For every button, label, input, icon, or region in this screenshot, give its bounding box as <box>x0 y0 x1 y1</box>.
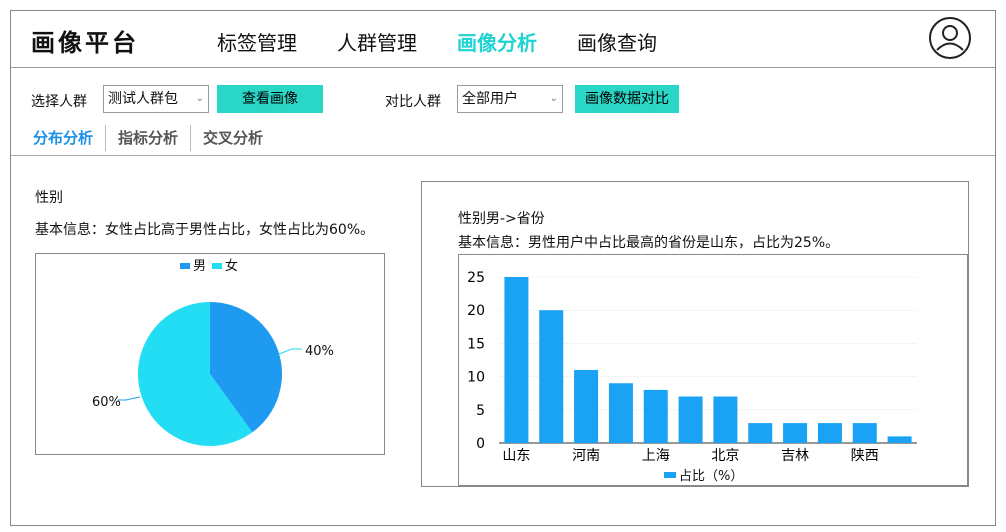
x-tick-label: 吉林 <box>781 448 809 464</box>
select-group-value: 测试人群包 <box>108 91 178 107</box>
bar <box>539 310 563 443</box>
bar <box>853 423 877 443</box>
legend-male-label: 男 <box>193 259 206 274</box>
nav-tag-management[interactable]: 标签管理 <box>217 27 297 56</box>
y-tick-label: 10 <box>467 370 485 386</box>
pie-label-male: 40% <box>305 344 334 359</box>
province-bar-panel: 山东 河南 上海 北京 吉林 陕西 0 5 10 15 20 25 占比（%） <box>458 254 968 486</box>
compare-group-value: 全部用户 <box>462 91 518 107</box>
compare-group-dropdown[interactable]: 全部用户 ⌄ <box>457 85 563 113</box>
province-panel: 性别男->省份 基本信息：男性用户中占比最高的省份是山东，占比为25%。 山东 河… <box>421 181 969 487</box>
gender-pie-panel: 男 女 40% 60% <box>35 253 385 455</box>
bar <box>574 370 598 443</box>
y-tick-label: 15 <box>467 336 485 352</box>
left-section-info: 基本信息：女性占比高于男性占比，女性占比为60%。 <box>35 219 374 239</box>
gender-pie-chart: 男 女 40% 60% <box>36 254 384 454</box>
pie-label-female: 60% <box>92 395 121 410</box>
x-tick-label: 上海 <box>642 448 670 464</box>
chevron-down-icon: ⌄ <box>196 86 204 112</box>
compare-data-button[interactable]: 画像数据对比 <box>575 85 679 113</box>
app-logo: 画像平台 <box>31 23 139 58</box>
legend-swatch-share <box>664 472 676 478</box>
bar-legend-label: 占比（%） <box>679 469 743 484</box>
x-tick-label: 河南 <box>572 448 600 464</box>
bar <box>818 423 842 443</box>
tab-distribution[interactable]: 分布分析 <box>33 125 106 151</box>
x-tick-label: 陕西 <box>851 448 879 464</box>
x-tick-label: 山东 <box>502 448 530 464</box>
compare-group-label: 对比人群 <box>385 91 441 111</box>
left-section-title: 性别 <box>35 187 63 207</box>
chevron-down-icon: ⌄ <box>550 86 558 112</box>
bar <box>504 277 528 443</box>
user-avatar-icon[interactable] <box>927 15 973 61</box>
nav-profile-query[interactable]: 画像查询 <box>577 27 657 56</box>
select-group-dropdown[interactable]: 测试人群包 ⌄ <box>103 85 209 113</box>
legend-swatch-male <box>180 263 190 269</box>
nav-crowd-management[interactable]: 人群管理 <box>337 27 417 56</box>
analysis-tabs: 分布分析 指标分析 交叉分析 <box>33 125 275 151</box>
label-line-female <box>118 397 140 400</box>
view-profile-button[interactable]: 查看画像 <box>217 85 323 113</box>
bar <box>713 397 737 443</box>
bar <box>888 436 912 443</box>
province-bar-chart: 山东 河南 上海 北京 吉林 陕西 0 5 10 15 20 25 占比（%） <box>459 255 967 485</box>
y-tick-label: 5 <box>476 403 485 419</box>
bar <box>748 423 772 443</box>
app-frame: 画像平台 标签管理 人群管理 画像分析 画像查询 选择人群 测试人群包 ⌄ 查看… <box>10 10 996 526</box>
y-tick-label: 20 <box>467 303 485 319</box>
bar <box>609 383 633 443</box>
tab-cross[interactable]: 交叉分析 <box>191 125 275 151</box>
bar <box>679 397 703 443</box>
bar <box>644 390 668 443</box>
right-section-info: 基本信息：男性用户中占比最高的省份是山东，占比为25%。 <box>458 232 839 252</box>
x-tick-label: 北京 <box>711 448 739 464</box>
y-tick-label: 25 <box>467 270 485 286</box>
legend-female-label: 女 <box>225 258 238 274</box>
legend-swatch-female <box>212 263 222 269</box>
nav-profile-analysis[interactable]: 画像分析 <box>457 27 537 56</box>
filter-bar: 选择人群 测试人群包 ⌄ 查看画像 对比人群 全部用户 ⌄ 画像数据对比 分布分… <box>11 67 995 156</box>
tab-metrics[interactable]: 指标分析 <box>106 125 191 151</box>
bar <box>783 423 807 443</box>
y-tick-label: 0 <box>476 436 485 452</box>
select-group-label: 选择人群 <box>31 91 87 111</box>
right-section-title: 性别男->省份 <box>458 208 545 228</box>
top-nav-bar: 画像平台 标签管理 人群管理 画像分析 画像查询 <box>11 11 995 68</box>
label-line-male <box>279 349 302 354</box>
